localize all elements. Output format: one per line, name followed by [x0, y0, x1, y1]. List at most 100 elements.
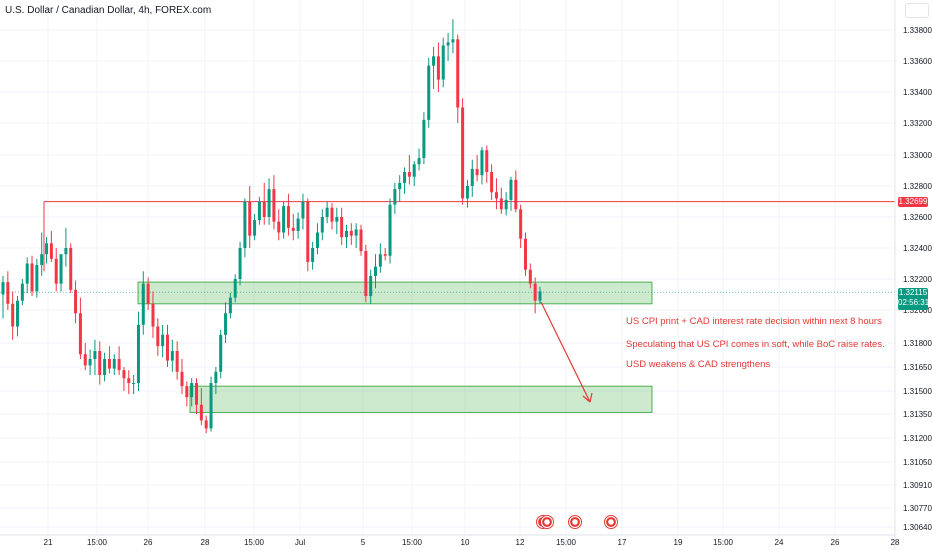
y-tick-label: 1.32800 [903, 182, 932, 191]
candle-body [262, 201, 266, 217]
candle-body [16, 300, 20, 327]
y-tick-label: 1.33400 [903, 88, 932, 97]
candle-body [514, 179, 518, 210]
y-tick-label: 1.33000 [903, 151, 932, 160]
candle-body [282, 206, 286, 233]
candle-body [461, 107, 465, 199]
candle-body [499, 198, 503, 210]
candle-body [528, 269, 532, 284]
candle-body [20, 283, 24, 301]
candle-body [83, 354, 87, 366]
candle-body [141, 283, 145, 325]
candle-body [165, 334, 169, 361]
y-tick-label: 1.31650 [903, 363, 932, 372]
candle-body [151, 303, 155, 327]
candle-body [122, 370, 126, 379]
chart-settings-button[interactable] [905, 3, 929, 18]
x-tick-label: 26 [144, 538, 153, 547]
x-tick-label: 17 [618, 538, 627, 547]
candle-body [315, 232, 319, 248]
candle-body [286, 206, 290, 228]
candle-body [427, 65, 431, 120]
candle-body [214, 371, 218, 383]
candle-body [436, 56, 440, 80]
y-tick-label: 1.30640 [903, 523, 932, 532]
candle-body [199, 404, 203, 421]
x-tick-label: 21 [44, 538, 53, 547]
candle-body [359, 229, 363, 252]
candle-body [344, 230, 348, 238]
candle-body [195, 383, 199, 405]
candle-body [78, 313, 82, 355]
candle-body [54, 258, 58, 284]
x-tick-label: 15:00 [244, 538, 265, 547]
y-tick-label: 1.32600 [903, 213, 932, 222]
candle-body [519, 209, 523, 239]
last-price-tag: 1.32115 02:56:31 [898, 288, 929, 310]
candle-body [243, 201, 247, 248]
candle-body [180, 371, 184, 387]
candle-body [504, 199, 508, 210]
candle-body [320, 217, 324, 233]
candles [1, 19, 542, 434]
y-tick-label: 1.31500 [903, 387, 932, 396]
candle-body [480, 150, 484, 176]
x-tick-label: 15:00 [713, 538, 734, 547]
candle-body [219, 334, 223, 372]
candle-body [369, 275, 373, 297]
candle-body [30, 263, 34, 292]
candle-body [446, 42, 450, 46]
us-flag-event-icon-4[interactable] [604, 515, 618, 529]
y-tick-label: 1.30770 [903, 504, 932, 513]
x-tick-label: 15:00 [556, 538, 577, 547]
candle-body [340, 217, 344, 238]
candle-body [88, 359, 92, 366]
candle-body [349, 230, 353, 236]
last-price-value: 1.32115 [898, 288, 928, 297]
candle-body [538, 291, 542, 301]
candle-body [49, 243, 53, 259]
candle-body [238, 248, 242, 279]
candle-body [291, 227, 295, 231]
x-tick-label: 10 [461, 538, 470, 547]
us-flag-event-icon-3[interactable] [568, 515, 582, 529]
y-tick-label: 1.32000 [903, 306, 932, 315]
candle-body [127, 378, 131, 383]
candle-body [40, 254, 44, 266]
zones [137, 281, 653, 413]
horizontal-line-price-tag: 1.32699 [898, 197, 928, 207]
candle-body [267, 189, 271, 217]
candle-body [407, 172, 411, 177]
candle-body [175, 351, 179, 372]
candle-body [533, 283, 537, 301]
y-tick-label: 1.31050 [903, 458, 932, 467]
candle-body [494, 192, 498, 199]
x-tick-label: 24 [775, 538, 784, 547]
candle-body [107, 359, 111, 369]
us-flag-event-icon-2[interactable] [540, 515, 554, 529]
candle-body [412, 164, 416, 177]
candle-body [25, 263, 29, 284]
candle-body [490, 172, 494, 193]
y-tick-label: 1.33800 [903, 26, 932, 35]
candle-body [422, 119, 426, 159]
candle-body [485, 150, 489, 173]
candle-body [301, 201, 305, 219]
candle-body [1, 282, 5, 295]
y-tick-label: 1.31350 [903, 410, 932, 419]
annotation-line-2: Speculating that US CPI comes in soft, w… [626, 339, 885, 350]
candle-body [354, 229, 358, 236]
candle-body [132, 383, 136, 384]
candle-body [146, 283, 150, 304]
y-tick-label: 1.32200 [903, 275, 932, 284]
candle-body [523, 238, 527, 270]
candle-body [432, 56, 436, 66]
candle-body [451, 39, 455, 43]
candle-body [296, 218, 300, 231]
candle-body [456, 39, 460, 108]
candle-body [441, 45, 445, 80]
y-tick-label: 1.33600 [903, 57, 932, 66]
candle-body [233, 279, 237, 298]
candle-body [59, 254, 63, 284]
